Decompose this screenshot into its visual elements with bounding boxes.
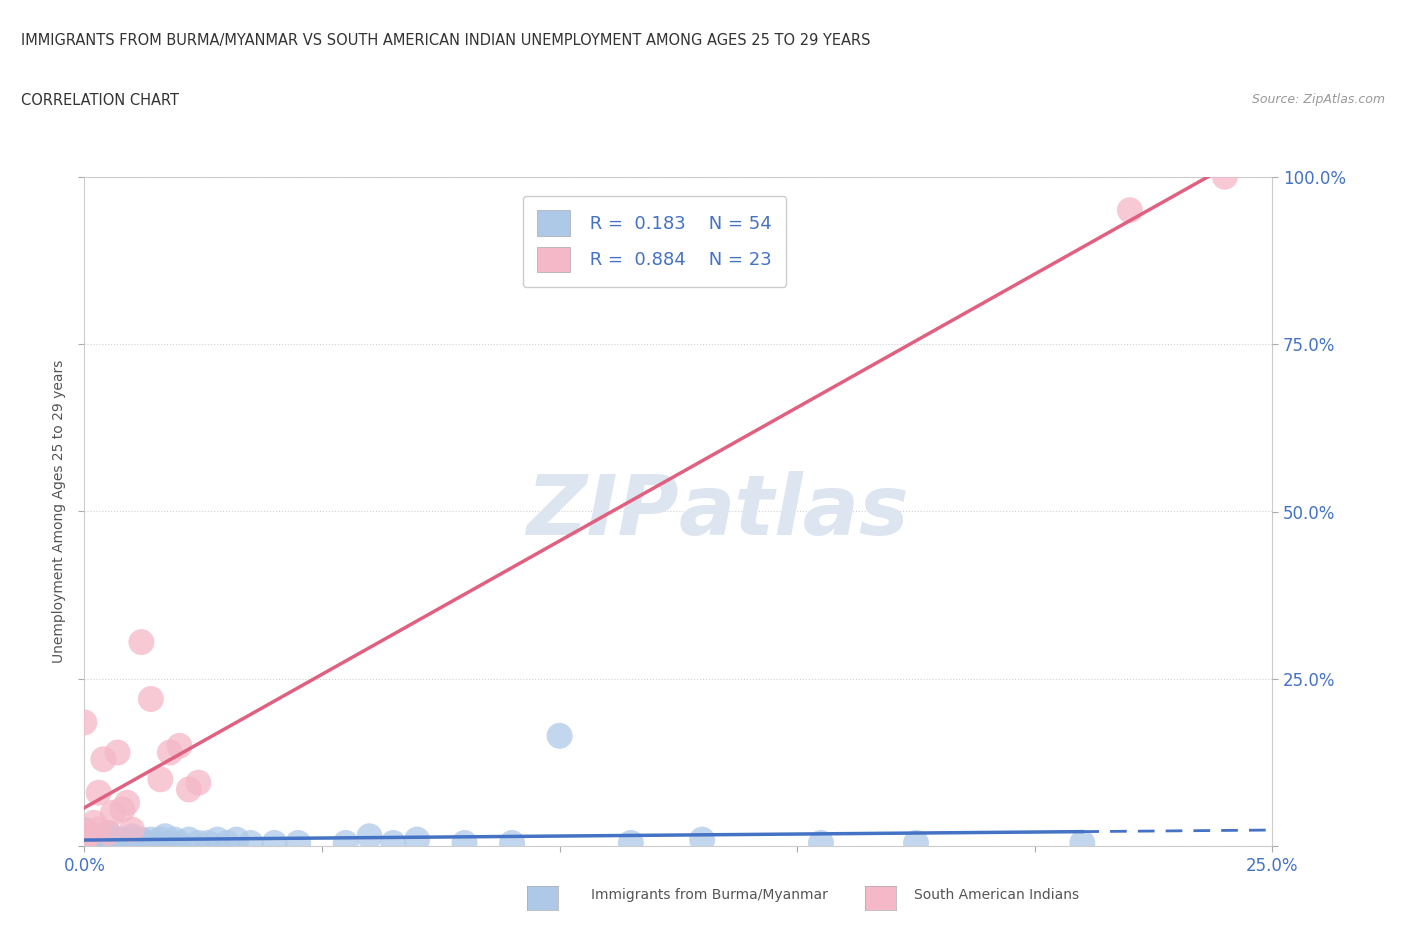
- Point: [382, 835, 405, 850]
- Point: [239, 835, 262, 850]
- Point: [335, 835, 357, 850]
- Text: ZIP: ZIP: [526, 471, 679, 552]
- Point: [177, 782, 200, 797]
- Point: [115, 795, 138, 810]
- Point: [131, 832, 153, 847]
- Point: [149, 772, 172, 787]
- Point: [453, 835, 475, 850]
- Point: [810, 835, 832, 850]
- Point: [169, 738, 191, 753]
- Text: atlas: atlas: [679, 471, 910, 552]
- Point: [225, 832, 247, 847]
- Point: [263, 835, 285, 850]
- Point: [548, 728, 571, 743]
- Point: [197, 835, 219, 850]
- Point: [215, 835, 238, 850]
- Point: [73, 715, 96, 730]
- Point: [73, 822, 96, 837]
- Point: [1071, 835, 1094, 850]
- Point: [153, 829, 176, 844]
- Point: [101, 835, 124, 850]
- Point: [159, 835, 181, 850]
- Text: IMMIGRANTS FROM BURMA/MYANMAR VS SOUTH AMERICAN INDIAN UNEMPLOYMENT AMONG AGES 2: IMMIGRANTS FROM BURMA/MYANMAR VS SOUTH A…: [21, 33, 870, 47]
- Point: [93, 829, 115, 844]
- Point: [73, 835, 96, 850]
- Point: [93, 751, 115, 766]
- Point: [207, 832, 229, 847]
- Point: [107, 835, 129, 850]
- Point: [111, 802, 134, 817]
- Point: [406, 832, 429, 847]
- Point: [359, 829, 381, 844]
- Point: [87, 785, 110, 800]
- Point: [121, 829, 143, 844]
- Point: [107, 832, 129, 847]
- Point: [83, 835, 105, 850]
- Text: CORRELATION CHART: CORRELATION CHART: [21, 93, 179, 108]
- Point: [187, 835, 209, 850]
- Point: [1213, 169, 1236, 184]
- Point: [111, 835, 134, 850]
- Point: [87, 822, 110, 837]
- Point: [73, 835, 96, 850]
- Point: [620, 835, 643, 850]
- Point: [501, 835, 523, 850]
- Point: [107, 745, 129, 760]
- Point: [169, 835, 191, 850]
- Point: [97, 826, 120, 841]
- Point: [97, 835, 120, 850]
- Text: South American Indians: South American Indians: [914, 887, 1078, 902]
- Point: [121, 832, 143, 847]
- Point: [905, 835, 928, 850]
- Point: [73, 829, 96, 844]
- Point: [73, 826, 96, 841]
- Point: [73, 832, 96, 847]
- Point: [159, 745, 181, 760]
- Point: [97, 832, 120, 847]
- Y-axis label: Unemployment Among Ages 25 to 29 years: Unemployment Among Ages 25 to 29 years: [52, 360, 66, 663]
- Point: [101, 832, 124, 847]
- Point: [83, 816, 105, 830]
- Point: [115, 835, 138, 850]
- Point: [287, 835, 309, 850]
- Point: [87, 835, 110, 850]
- Point: [97, 826, 120, 841]
- Point: [187, 776, 209, 790]
- Point: [73, 832, 96, 847]
- Point: [101, 805, 124, 820]
- Point: [111, 832, 134, 847]
- Point: [690, 832, 713, 847]
- Point: [87, 832, 110, 847]
- Point: [121, 835, 143, 850]
- Text: Source: ZipAtlas.com: Source: ZipAtlas.com: [1251, 93, 1385, 106]
- Point: [135, 835, 157, 850]
- Point: [83, 832, 105, 847]
- Point: [139, 832, 162, 847]
- Text: Immigrants from Burma/Myanmar: Immigrants from Burma/Myanmar: [591, 887, 827, 902]
- Point: [121, 822, 143, 837]
- Point: [1119, 203, 1142, 218]
- Point: [77, 826, 100, 841]
- Point: [149, 832, 172, 847]
- Point: [139, 692, 162, 707]
- Point: [131, 634, 153, 649]
- Legend:  R =  0.183    N = 54,  R =  0.884    N = 23: R = 0.183 N = 54, R = 0.884 N = 23: [523, 196, 786, 286]
- Point: [163, 832, 186, 847]
- Point: [145, 835, 167, 850]
- Point: [125, 835, 148, 850]
- Point: [177, 832, 200, 847]
